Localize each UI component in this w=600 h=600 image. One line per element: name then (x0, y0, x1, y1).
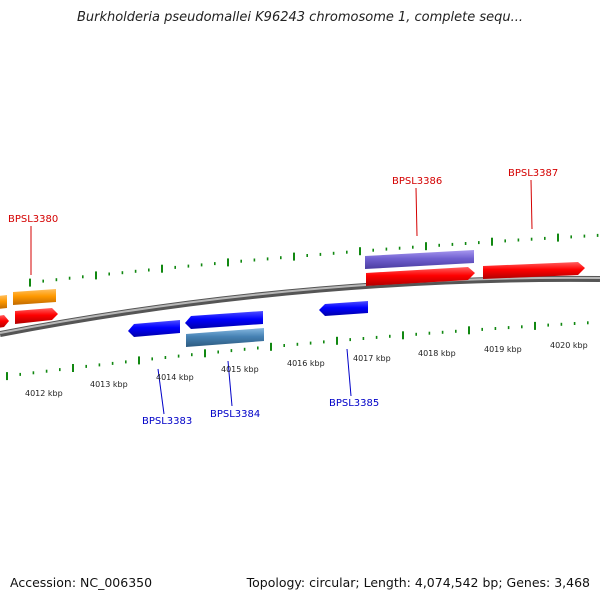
gene-orange-2[interactable] (13, 289, 56, 305)
kbp-label-4014: 4014 kbp (156, 373, 194, 382)
gene-red-bpsl3380[interactable] (15, 308, 58, 324)
map-title: Burkholderia pseudomallei K96243 chromos… (76, 10, 524, 25)
kbp-label-4018: 4018 kbp (418, 349, 456, 358)
label-bpsl3387[interactable]: BPSL3387 (508, 168, 558, 179)
gene-orange-1[interactable] (0, 295, 7, 309)
kbp-label-4012: 4012 kbp (25, 389, 63, 398)
label-bpsl3385[interactable]: BPSL3385 (329, 398, 379, 409)
gene-purple-bpsl3386[interactable] (365, 250, 474, 269)
topology-length-genes-text: Topology: circular; Length: 4,074,542 bp… (246, 575, 590, 590)
leader-bpsl3384 (227, 360, 233, 407)
gene-blue-bpsl3385[interactable] (319, 301, 368, 316)
gene-blue-bpsl3383[interactable] (128, 320, 180, 337)
label-bpsl3386[interactable]: BPSL3386 (392, 176, 442, 187)
gene-red-left-edge[interactable] (0, 315, 9, 328)
kbp-label-4016: 4016 kbp (287, 359, 325, 368)
leader-bpsl3387 (530, 179, 533, 230)
gene-red-bpsl3387[interactable] (483, 262, 585, 279)
top-strand-genes (0, 250, 585, 328)
gene-red-bpsl3386[interactable] (366, 267, 475, 286)
chromosome-backbone (0, 275, 600, 337)
chromosome-backbone-highlight (0, 276, 600, 334)
kbp-label-4017: 4017 kbp (353, 354, 391, 363)
label-leader-lines (30, 179, 533, 415)
label-bpsl3384[interactable]: BPSL3384 (210, 409, 260, 420)
label-bpsl3383[interactable]: BPSL3383 (142, 416, 192, 427)
gene-steel-bpsl3384[interactable] (186, 328, 264, 347)
leader-bpsl3385 (346, 348, 352, 397)
leader-bpsl3383 (157, 368, 165, 415)
accession-text: Accession: NC_006350 (10, 575, 153, 590)
bottom-strand-genes (128, 301, 368, 347)
kbp-label-4019: 4019 kbp (484, 345, 522, 354)
bottom-tick-track (6, 321, 589, 381)
top-tick-track (29, 233, 599, 287)
kbp-label-4015: 4015 kbp (221, 365, 259, 374)
kbp-label-4020: 4020 kbp (550, 341, 588, 350)
leader-bpsl3386 (415, 187, 418, 237)
label-bpsl3380[interactable]: BPSL3380 (8, 214, 58, 225)
kbp-label-4013: 4013 kbp (90, 380, 128, 389)
gene-blue-bpsl3384[interactable] (185, 311, 263, 329)
